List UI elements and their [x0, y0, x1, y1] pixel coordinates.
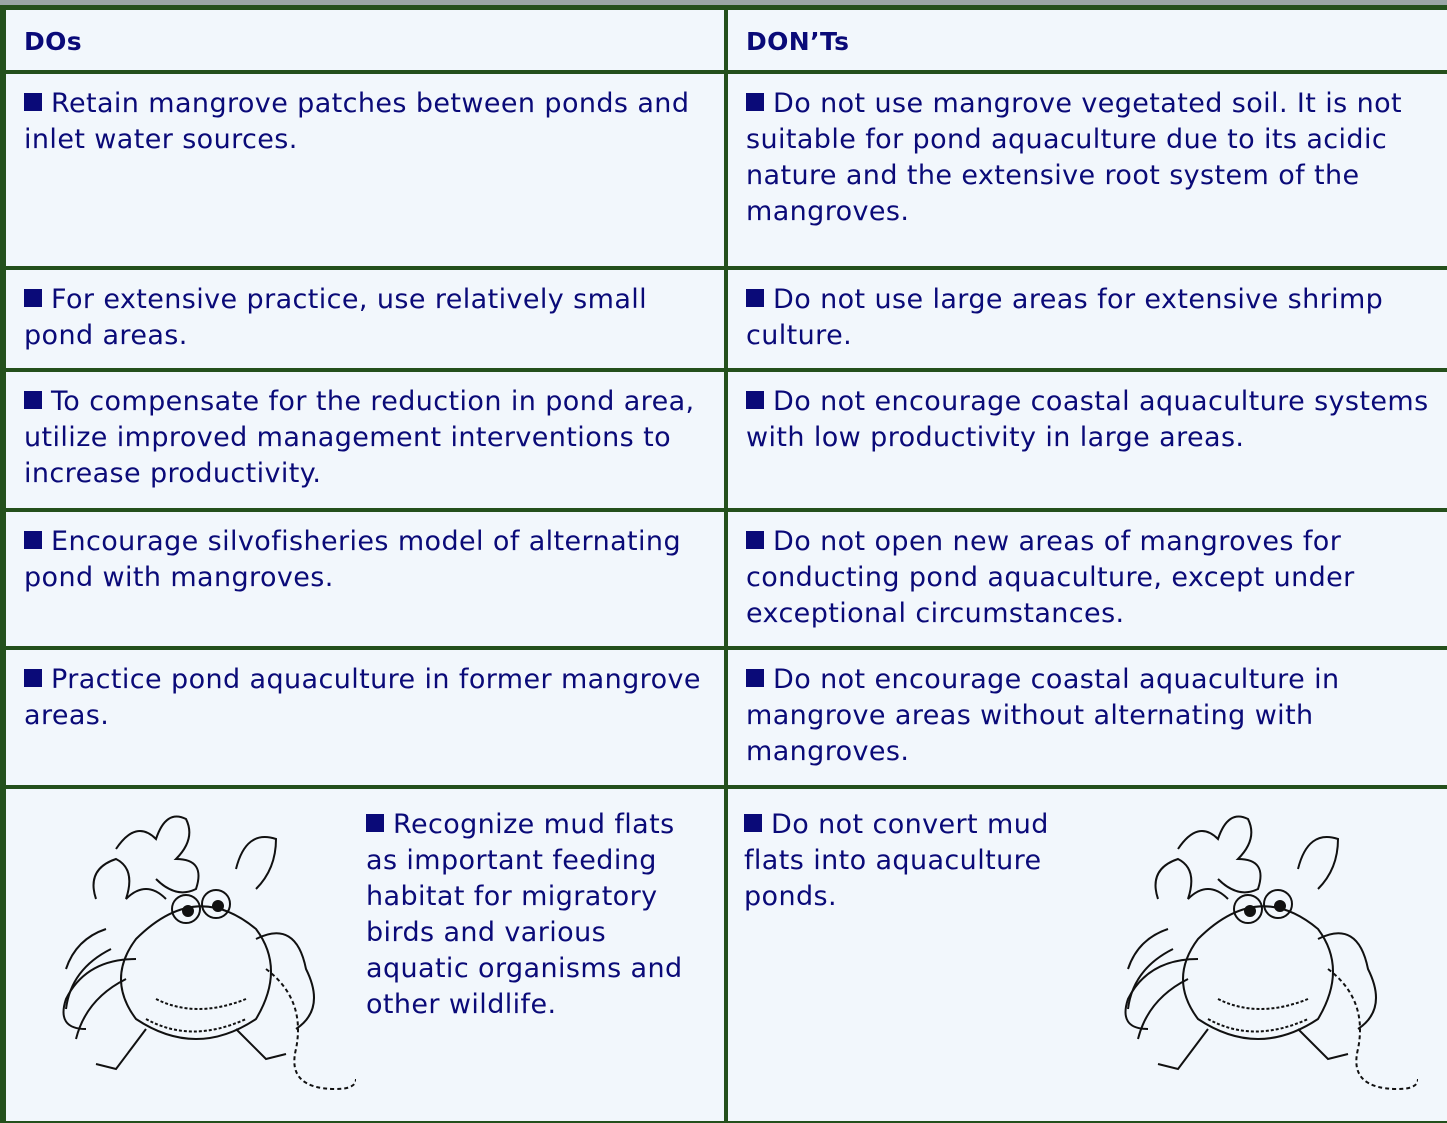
bullet: [24, 93, 42, 111]
table-cell: Do not encourage coastal aquaculture sys…: [726, 370, 1447, 510]
crab-illustration: [36, 789, 356, 1109]
text: Do not encourage coastal aquaculture in …: [746, 664, 1340, 767]
text: Do not use large areas for extensive shr…: [746, 284, 1384, 351]
table-cell: Encourage silvofisheries model of altern…: [4, 510, 726, 648]
text: Do not open new areas of mangroves for c…: [746, 526, 1355, 629]
table-cell: Practice pond aquaculture in former mang…: [4, 648, 726, 787]
header-cell: DOs: [4, 8, 726, 72]
crab-illustration: [1098, 789, 1418, 1109]
header-cell: DON’Ts: [726, 8, 1447, 72]
cell-text: Do not use mangrove vegetated soil. It i…: [746, 86, 1431, 230]
cell-text: To compensate for the reduction in pond …: [24, 384, 706, 492]
cell-text: Do not encourage coastal aquaculture sys…: [746, 384, 1431, 456]
bullet: [746, 391, 764, 409]
table-cell: Do not convert mud flats into aquacultur…: [726, 787, 1447, 1123]
bullet: [746, 289, 764, 307]
bullet: [24, 289, 42, 307]
table-cell: Retain mangrove patches between ponds an…: [4, 72, 726, 268]
table-cell: For extensive practice, use relatively s…: [4, 268, 726, 370]
cell-text: For extensive practice, use relatively s…: [24, 282, 706, 354]
bullet: [24, 669, 42, 687]
bullet: [366, 814, 384, 832]
text: Do not encourage coastal aquaculture sys…: [746, 386, 1429, 453]
cell-text: Practice pond aquaculture in former mang…: [24, 662, 706, 734]
text: For extensive practice, use relatively s…: [24, 284, 648, 351]
bullet: [746, 93, 764, 111]
bullet: [746, 669, 764, 687]
table-cell: To compensate for the reduction in pond …: [4, 370, 726, 510]
top-bar: [0, 0, 1447, 8]
cell-text: Recognize mud flats as important feeding…: [366, 807, 711, 1023]
bullet: [24, 531, 42, 549]
table-cell: Do not use large areas for extensive shr…: [726, 268, 1447, 370]
cell-text: Do not open new areas of mangroves for c…: [746, 524, 1431, 632]
cell-text: Do not encourage coastal aquaculture in …: [746, 662, 1431, 770]
bullet: [24, 391, 42, 409]
text: Recognize mud flats as important feeding…: [366, 809, 683, 1020]
table-cell: Do not use mangrove vegetated soil. It i…: [726, 72, 1447, 268]
dos-donts-table: DOs DON’Ts Retain mangrove patches betwe…: [0, 8, 1447, 1123]
bullet: [744, 814, 762, 832]
text: Encourage silvofisheries model of altern…: [24, 526, 681, 593]
table-cell: Do not encourage coastal aquaculture in …: [726, 648, 1447, 787]
table-cell: Do not open new areas of mangroves for c…: [726, 510, 1447, 648]
text: Do not use mangrove vegetated soil. It i…: [746, 88, 1403, 227]
cell-text: Retain mangrove patches between ponds an…: [24, 86, 706, 158]
text: Retain mangrove patches between ponds an…: [24, 88, 690, 155]
table-cell: Recognize mud flats as important feeding…: [4, 787, 726, 1123]
text: Do not convert mud flats into aquacultur…: [744, 809, 1049, 912]
cell-text: Encourage silvofisheries model of altern…: [24, 524, 706, 596]
cell-text: Do not convert mud flats into aquacultur…: [744, 807, 1074, 915]
text: Practice pond aquaculture in former mang…: [24, 664, 701, 731]
bullet: [746, 531, 764, 549]
cell-text: Do not use large areas for extensive shr…: [746, 282, 1431, 354]
text: To compensate for the reduction in pond …: [24, 386, 695, 489]
